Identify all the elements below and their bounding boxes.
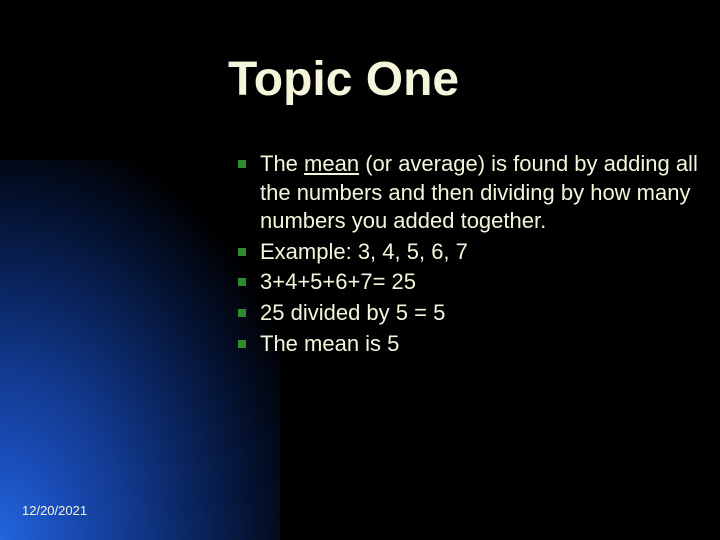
bullet-text-emphasis: mean	[304, 151, 359, 176]
bullet-text: The mean is 5	[260, 331, 399, 356]
bullet-text: The mean (or average) is found by adding…	[260, 151, 698, 233]
bullet-text-prefix: The	[260, 151, 304, 176]
bullet-marker-icon	[238, 160, 246, 168]
bullet-marker-icon	[238, 248, 246, 256]
list-item: Example: 3, 4, 5, 6, 7	[238, 238, 698, 267]
list-item: The mean is 5	[238, 330, 698, 359]
bullet-text: 25 divided by 5 = 5	[260, 300, 445, 325]
bullet-marker-icon	[238, 340, 246, 348]
list-item: 3+4+5+6+7= 25	[238, 268, 698, 297]
list-item: 25 divided by 5 = 5	[238, 299, 698, 328]
bullet-list: The mean (or average) is found by adding…	[238, 150, 698, 360]
slide-title: Topic One	[228, 52, 459, 107]
bullet-marker-icon	[238, 309, 246, 317]
footer-date: 12/20/2021	[22, 503, 87, 518]
bullet-marker-icon	[238, 278, 246, 286]
list-item: The mean (or average) is found by adding…	[238, 150, 698, 236]
bullet-text: Example: 3, 4, 5, 6, 7	[260, 239, 468, 264]
bullet-text: 3+4+5+6+7= 25	[260, 269, 416, 294]
